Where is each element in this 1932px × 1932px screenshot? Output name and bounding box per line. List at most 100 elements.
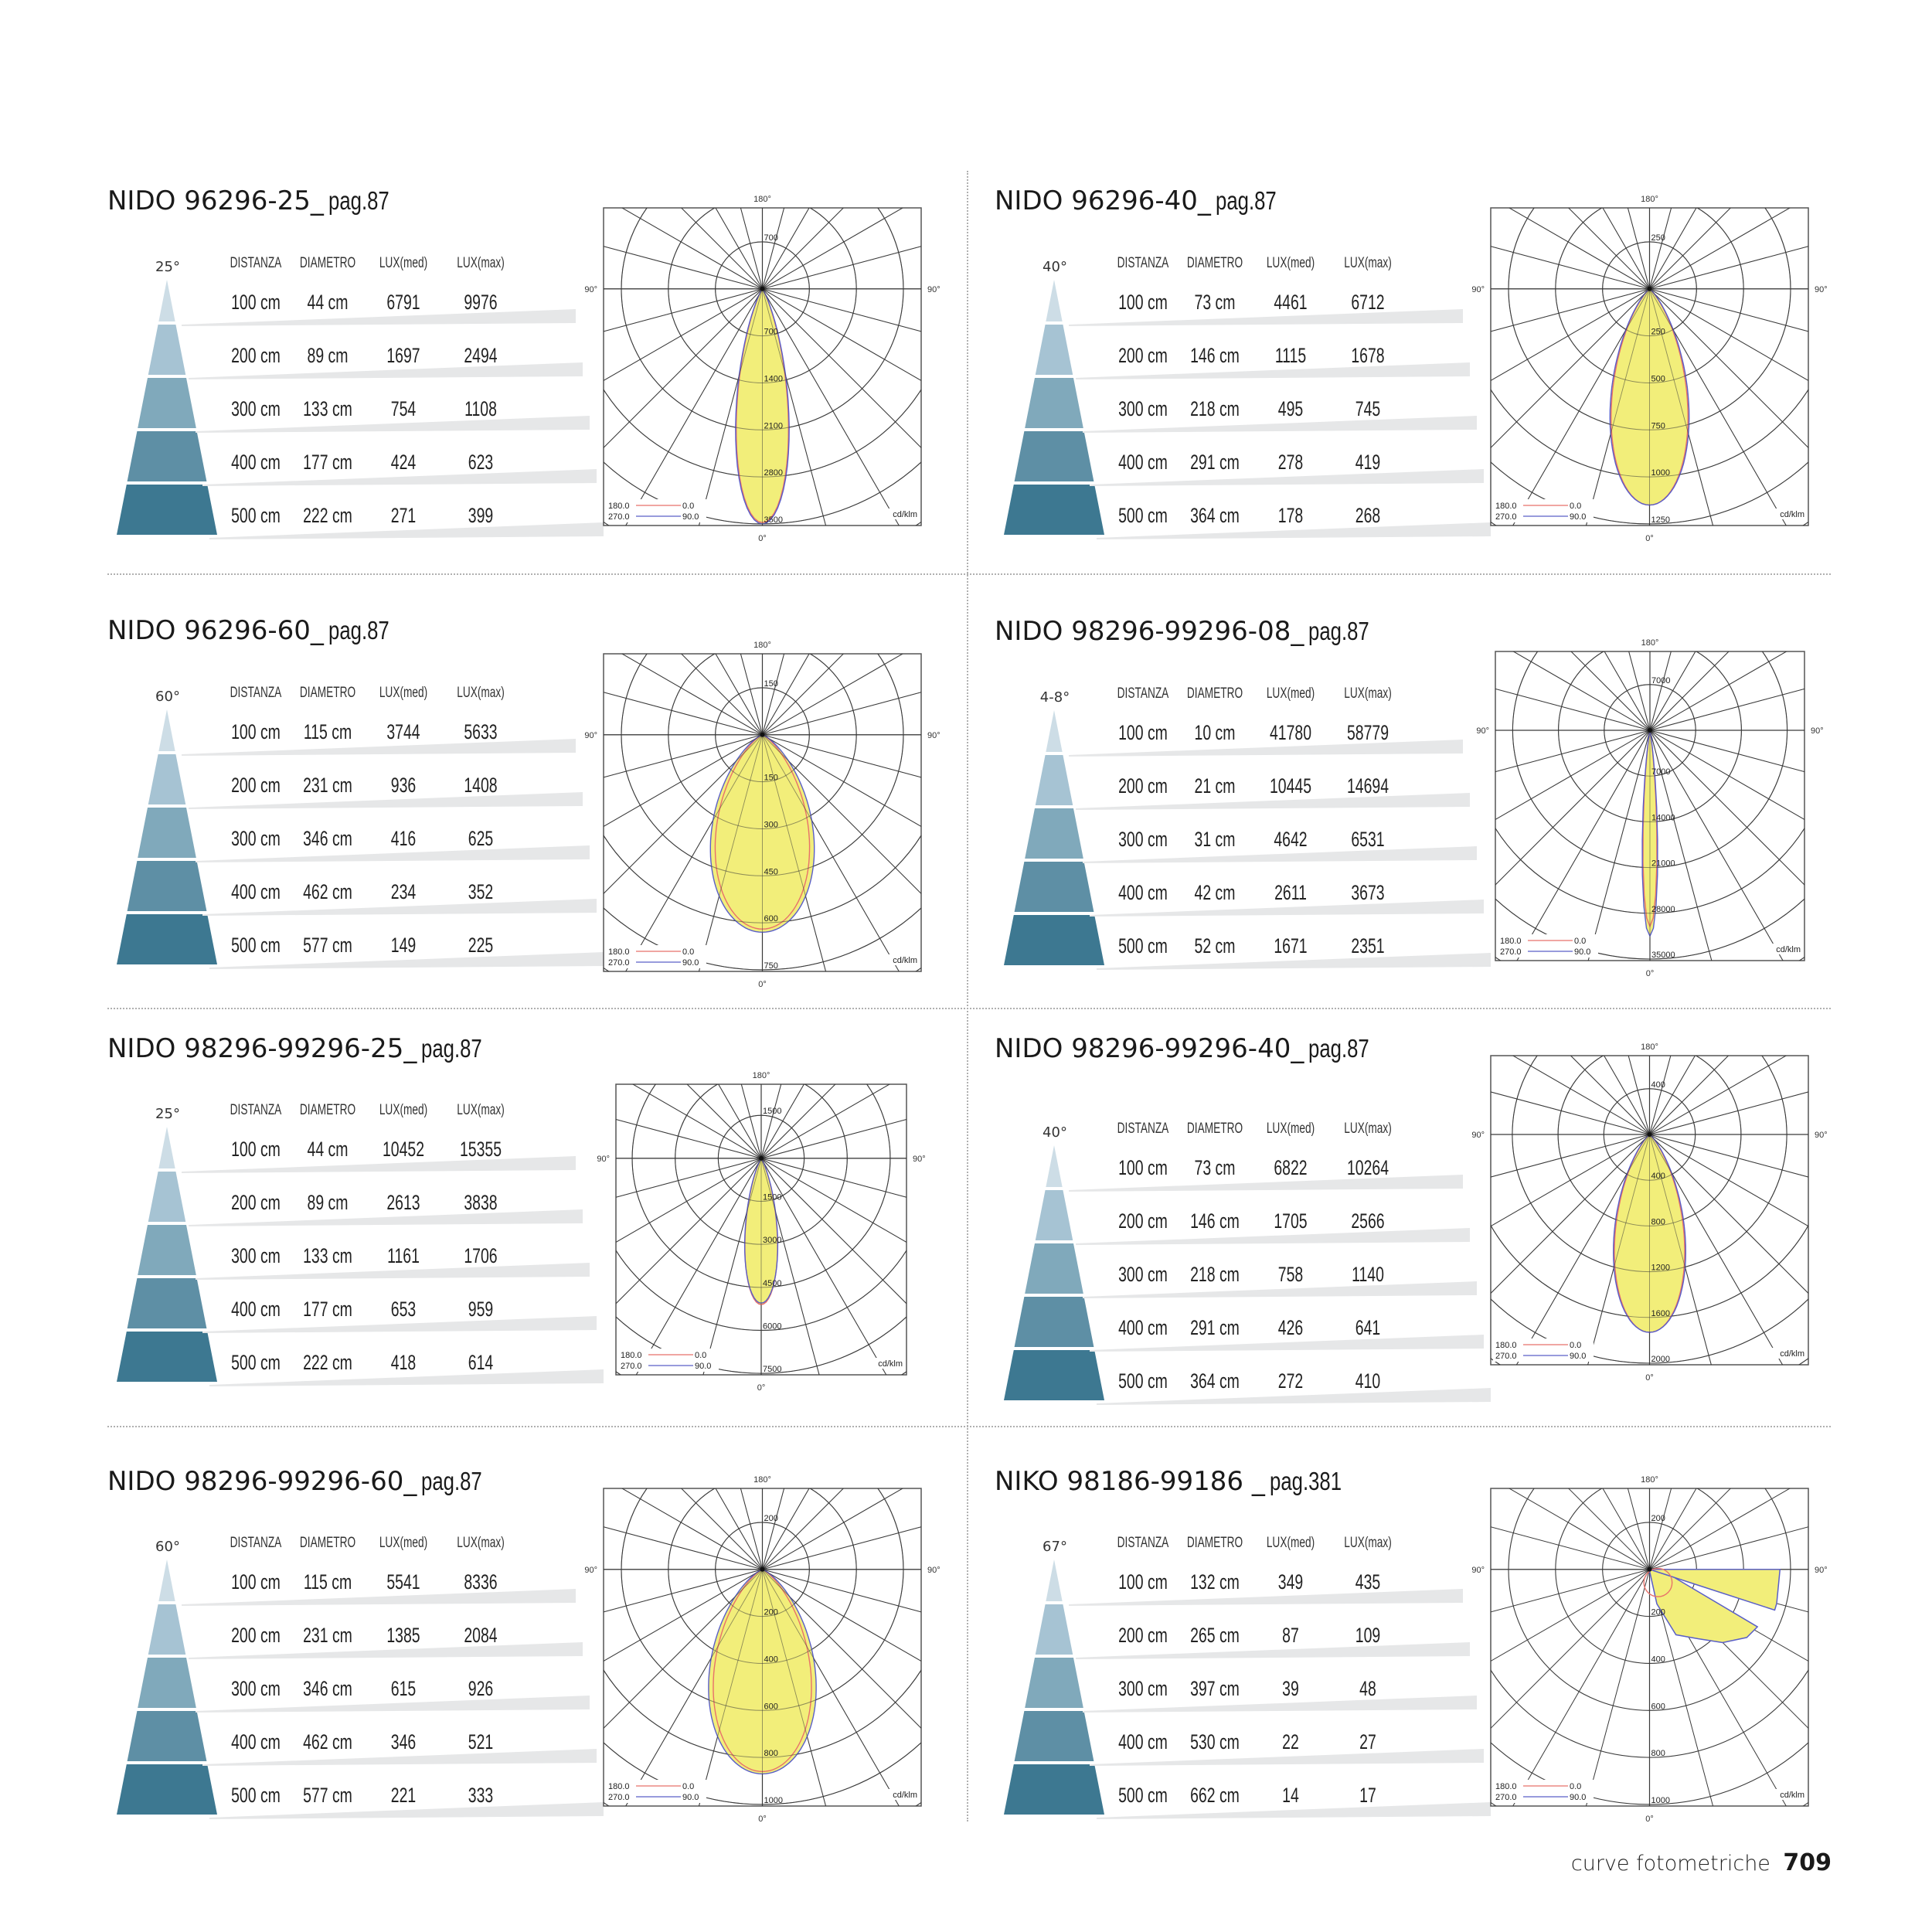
- cone-band: [158, 709, 175, 751]
- grid-ring-overlay: [668, 208, 857, 383]
- grid-spoke-overlay: [1649, 1134, 1808, 1227]
- row-stripe: [189, 1642, 583, 1659]
- row-stripe: [196, 845, 590, 862]
- grid-spoke-overlay: [1649, 1091, 1808, 1135]
- beam-cone-graphic: [117, 1127, 217, 1382]
- product-page-ref[interactable]: pag.381: [1269, 1467, 1342, 1495]
- row-stripe-shape: [202, 1316, 597, 1333]
- grid-ring-overlay: [1495, 827, 1804, 914]
- angle-label-0: 0°: [757, 1383, 766, 1393]
- intensity-curve-c0-c180: [1643, 1567, 1673, 1597]
- legend-label-left: 270.0: [1495, 512, 1517, 522]
- grid-spoke-overlay: [1587, 1134, 1650, 1365]
- row-stripe: [189, 362, 583, 379]
- angle-label-90-left: 90°: [597, 1155, 610, 1164]
- row-stripe: [1076, 1228, 1470, 1245]
- ring-label: 2100: [764, 421, 783, 430]
- column-header-lux-max: LUX(max): [457, 685, 505, 701]
- row-stripe-shape: [196, 845, 590, 862]
- row-stripe: [1076, 362, 1470, 379]
- legend-label-right: 90.0: [682, 512, 699, 522]
- angle-label-0: 0°: [1645, 1815, 1654, 1824]
- product-page-ref[interactable]: pag.87: [1308, 617, 1370, 645]
- row-stripe-shape: [182, 1589, 576, 1606]
- unit-bg: [884, 509, 918, 519]
- angle-label-180: 180°: [1641, 1475, 1658, 1485]
- product-page-ref[interactable]: pag.87: [1308, 1034, 1370, 1063]
- table-cell-lux-med: 346: [390, 1730, 417, 1753]
- table-cell-distanza: 100 cm: [1118, 721, 1168, 744]
- table-cell-distanza: 300 cm: [231, 1677, 281, 1700]
- grid-spoke-overlay: [762, 208, 903, 290]
- product-title: NIDO 98296-99296-08_ pag.87: [995, 616, 1386, 647]
- table-cell-lux-max: 5633: [464, 720, 498, 743]
- grid-spoke-overlay: [621, 1488, 763, 1570]
- table-cell-diametro: 218 cm: [1190, 1263, 1240, 1286]
- product-page-ref[interactable]: pag.87: [1215, 186, 1277, 215]
- grid-spoke-overlay: [625, 288, 763, 526]
- table-cell-distanza: 200 cm: [231, 1624, 281, 1647]
- row-stripe: [182, 739, 576, 756]
- unit-label: cd/klm: [1780, 510, 1804, 519]
- column-header-lux-med: LUX(med): [1266, 1535, 1315, 1551]
- grid-group: [616, 1084, 906, 1375]
- table-cell-diametro: 177 cm: [303, 451, 352, 474]
- page-number: 709: [1783, 1849, 1832, 1876]
- cone-band: [117, 1764, 217, 1815]
- grid-spoke-overlay: [604, 734, 763, 827]
- cone-band: [1035, 325, 1073, 375]
- grid-ring-overlay: [675, 1084, 848, 1245]
- grid-spoke-overlay: [1495, 730, 1651, 773]
- table-cell-diametro: 222 cm: [303, 504, 352, 527]
- table-cell-lux-med: 5541: [386, 1570, 420, 1594]
- angle-label-180: 180°: [753, 1475, 771, 1485]
- grid-spoke-overlay: [762, 1569, 900, 1806]
- unit-label: cd/klm: [893, 510, 917, 519]
- ring-label: 35000: [1651, 951, 1675, 960]
- table-cell-lux-med: 6791: [386, 291, 420, 314]
- grid-ring-overlay: [1491, 461, 1808, 525]
- grid-spoke-overlay: [1649, 208, 1791, 290]
- polar-svg: 150 300 450 600 750 150 180° 0° 90° 90° 180.0 0.0 27…: [584, 641, 940, 989]
- angle-label-90-right: 90°: [1815, 1131, 1828, 1140]
- column-header-lux-max: LUX(max): [1344, 685, 1392, 702]
- table-cell-lux-max: 3673: [1351, 881, 1385, 904]
- grid-ring-overlay: [604, 1742, 921, 1805]
- product-page-ref[interactable]: pag.87: [421, 1034, 483, 1063]
- product-page-ref[interactable]: pag.87: [421, 1467, 483, 1495]
- center-point: [759, 1155, 764, 1161]
- product-page-ref[interactable]: pag.87: [328, 186, 389, 215]
- product-page-ref[interactable]: pag.87: [328, 616, 389, 645]
- table-cell-distanza: 500 cm: [231, 1351, 281, 1374]
- table-cell-lux-med: 10452: [382, 1138, 425, 1161]
- column-header-lux-max: LUX(max): [457, 1102, 505, 1118]
- table-cell-distanza: 400 cm: [1118, 451, 1168, 474]
- polar-diagram: 7000 14000 21000 28000 35000 7000 180° 0° 90° 90°…: [1464, 628, 1835, 988]
- angle-label-180: 180°: [753, 1071, 770, 1080]
- column-header-lux-med: LUX(med): [379, 1102, 428, 1118]
- table-cell-lux-max: 521: [468, 1730, 494, 1753]
- legend-label-left: 270.0: [1495, 1793, 1517, 1802]
- legend-label-right: 0.0: [1570, 1782, 1581, 1791]
- row-stripe: [196, 416, 590, 433]
- table-cell-diametro: 577 cm: [303, 1784, 352, 1807]
- grid-ring-overlay: [717, 1114, 805, 1202]
- table-cell-lux-med: 14: [1282, 1784, 1299, 1807]
- row-stripe: [209, 522, 604, 539]
- product-section: NIDO 96296-40_ pag.87 40° DISTANZA DIAMETRO L…: [995, 185, 1845, 603]
- product-title: NIDO 98296-99296-40_ pag.87: [995, 1033, 1386, 1064]
- column-header-lux-max: LUX(max): [1344, 1121, 1392, 1137]
- table-cell-diametro: 73 cm: [1194, 1156, 1236, 1179]
- row-stripe: [1090, 1335, 1484, 1352]
- ring-label: 450: [764, 867, 778, 876]
- grid-ring-overlay: [616, 1316, 906, 1374]
- legend-label-left: 270.0: [1495, 1352, 1517, 1361]
- intensity-curve-c90-c270: [1648, 1568, 1759, 1644]
- angle-label-0: 0°: [1645, 1373, 1654, 1383]
- table-cell-lux-med: 418: [390, 1351, 417, 1374]
- grid-spoke-overlay: [762, 692, 921, 736]
- table-cell-lux-max: 333: [468, 1784, 494, 1807]
- table-cell-diametro: 662 cm: [1190, 1784, 1240, 1807]
- table-cell-lux-med: 1705: [1274, 1209, 1308, 1233]
- grid-spoke-overlay: [762, 1569, 827, 1806]
